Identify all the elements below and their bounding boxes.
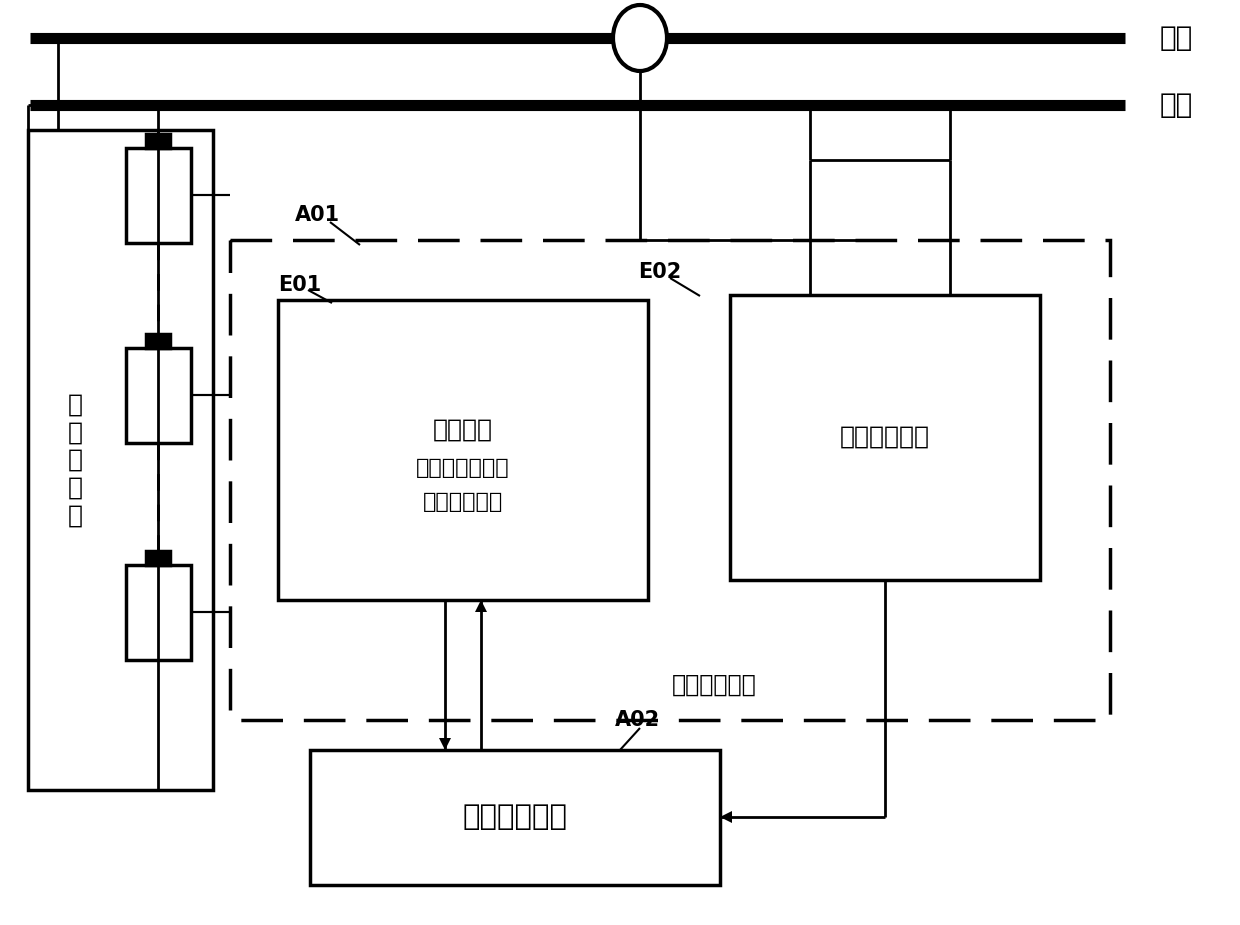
Text: 电
池
组
单
元: 电 池 组 单 元	[67, 392, 83, 527]
Polygon shape	[439, 738, 451, 750]
Bar	[730, 295, 1040, 580]
Text: 中心处理单元: 中心处理单元	[463, 803, 568, 831]
Bar	[29, 130, 213, 790]
Polygon shape	[720, 811, 732, 823]
Text: 采集装置单元: 采集装置单元	[672, 673, 756, 697]
Text: E02: E02	[639, 262, 681, 282]
Bar	[146, 134, 170, 148]
Text: A01: A01	[295, 205, 340, 225]
Bar	[126, 348, 191, 443]
Text: 电压，温度）: 电压，温度）	[423, 492, 503, 512]
Bar	[229, 240, 1110, 720]
Text: E01: E01	[278, 275, 321, 295]
Text: 模拟前端: 模拟前端	[433, 418, 494, 442]
Ellipse shape	[613, 5, 667, 71]
Text: A02: A02	[615, 710, 660, 730]
Text: 总正: 总正	[1159, 24, 1193, 52]
Bar	[146, 551, 170, 565]
Text: （采集每串电池: （采集每串电池	[417, 458, 510, 478]
Bar	[126, 565, 191, 660]
Bar	[278, 300, 649, 600]
Bar	[126, 148, 191, 243]
Bar	[310, 750, 720, 885]
Polygon shape	[475, 600, 487, 612]
Text: 总负: 总负	[1159, 91, 1193, 119]
Bar	[146, 334, 170, 348]
Text: 电流采集电路: 电流采集电路	[839, 425, 930, 449]
